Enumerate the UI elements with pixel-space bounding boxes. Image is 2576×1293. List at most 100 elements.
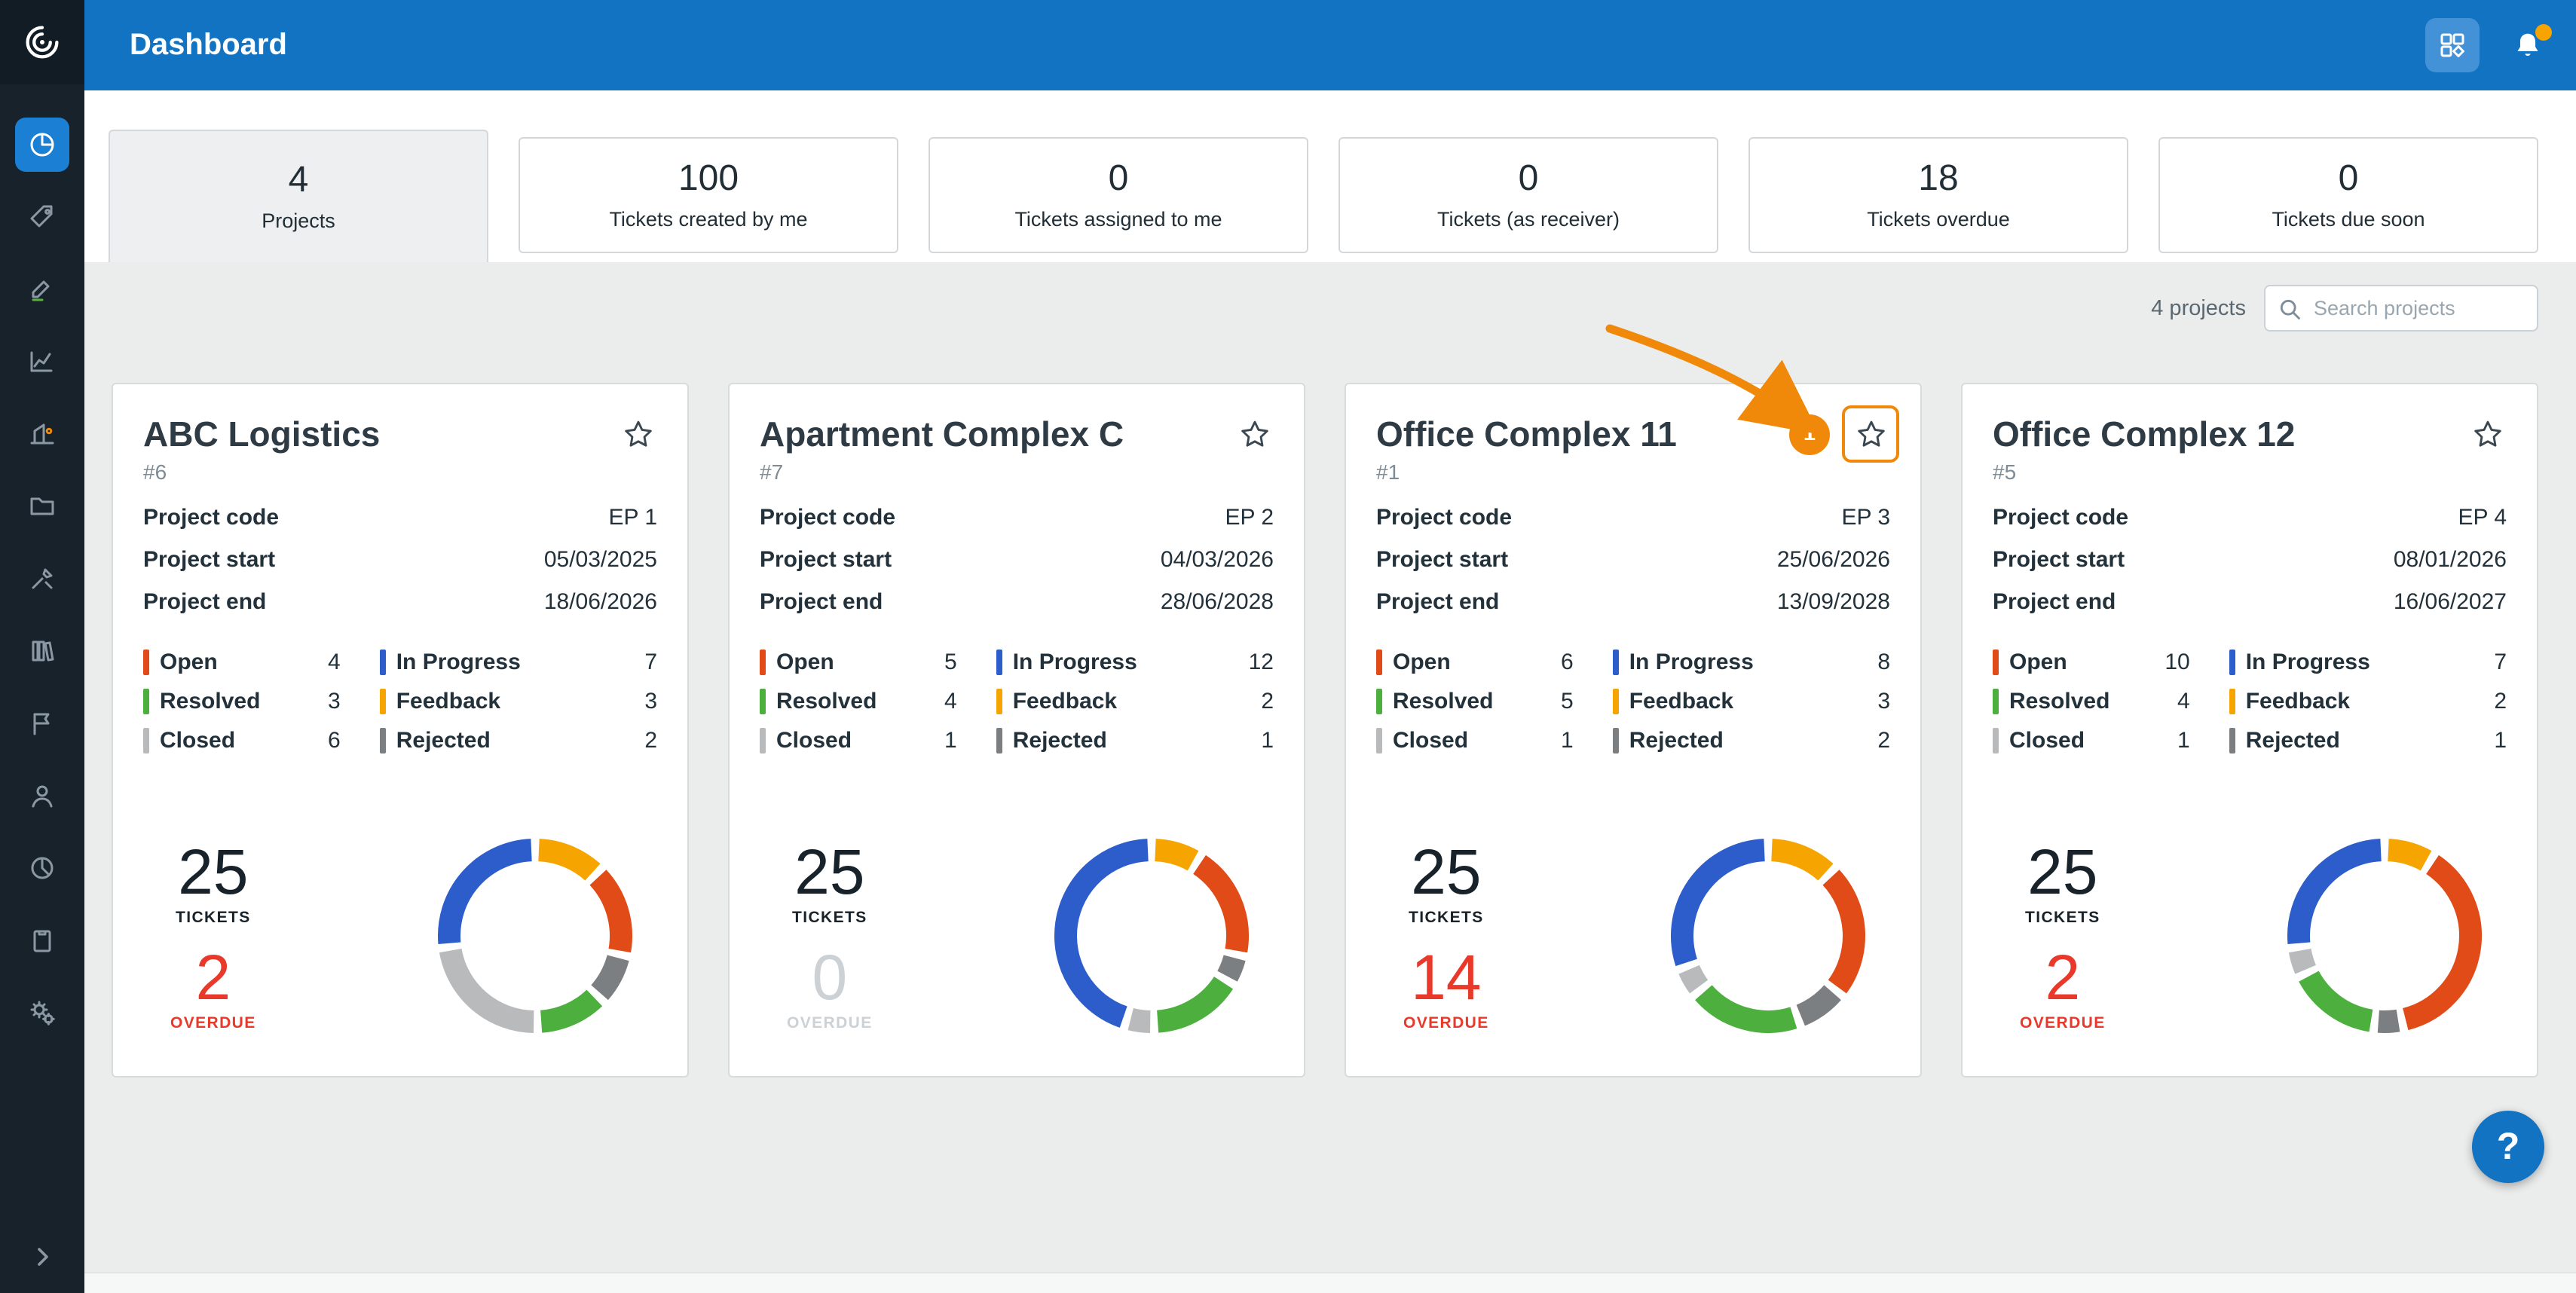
sidebar-item-tools[interactable]	[15, 552, 69, 606]
sidebar-item-equipment[interactable]	[15, 407, 69, 461]
tickets-donut-chart	[2272, 823, 2498, 1049]
sidebar-expand-button[interactable]	[27, 1242, 57, 1272]
status-grid: Open 10 Resolved 4 Closed 1 In Progress 7 Feedb…	[1993, 650, 2507, 767]
tickets-total: 25	[178, 836, 249, 907]
sidebar-item-settings[interactable]	[15, 986, 69, 1040]
library-icon	[32, 640, 54, 662]
sidebar-item-contacts[interactable]	[15, 769, 69, 823]
status-closed: Closed 1	[1376, 728, 1574, 753]
project-end-value: 28/06/2028	[1160, 589, 1274, 615]
project-title: ABC Logistics	[143, 414, 381, 454]
status-count: 1	[2494, 728, 2507, 753]
project-code-label: Project code	[1993, 505, 2129, 530]
status-label: In Progress	[2245, 650, 2370, 675]
project-card[interactable]: Apartment Complex C #7 Project code EP 2…	[728, 383, 1305, 1078]
star-icon	[2474, 420, 2501, 446]
tickets-label: TICKETS	[1409, 909, 1484, 927]
project-start-label: Project start	[143, 547, 276, 573]
tab-label: Tickets created by me	[609, 207, 808, 231]
status-color-bar	[379, 728, 386, 753]
status-column-right: In Progress 7 Feedback 3 Rejected 2	[379, 650, 657, 767]
totals-block: 25 TICKETS 2 OVERDUE	[170, 836, 256, 1033]
tab-tickets-created-by-me[interactable]: 100 Tickets created by me	[519, 137, 898, 253]
tickets-label: TICKETS	[2025, 909, 2100, 927]
status-color-bar	[2229, 689, 2235, 714]
sidebar-item-library[interactable]	[15, 624, 69, 678]
status-label: Open	[776, 650, 834, 675]
sidebar-item-tags[interactable]	[15, 190, 69, 244]
project-card[interactable]: Office Complex 11 #1 1 Project code EP 3…	[1345, 383, 1922, 1078]
status-label: In Progress	[1629, 650, 1754, 675]
status-column-right: In Progress 7 Feedback 2 Rejected 1	[2229, 650, 2507, 767]
project-id: #7	[760, 460, 784, 484]
project-meta: Project code EP 1 Project start 05/03/20…	[143, 505, 657, 631]
overdue-label: OVERDUE	[2020, 1014, 2106, 1033]
search-input[interactable]	[2311, 295, 2525, 321]
favorite-area	[1225, 405, 1283, 463]
project-card[interactable]: Office Complex 12 #5 Project code EP 4 P…	[1961, 383, 2538, 1078]
project-card[interactable]: ABC Logistics #6 Project code EP 1 Proje…	[112, 383, 689, 1078]
projects-toolbar: 4 projects	[2151, 285, 2538, 332]
overdue-label: OVERDUE	[1403, 1014, 1489, 1033]
overdue-label: OVERDUE	[787, 1014, 873, 1033]
sidebar-item-forms[interactable]	[15, 913, 69, 967]
tab-projects[interactable]: 4 Projects	[109, 130, 488, 262]
status-feedback: Feedback 2	[2229, 689, 2507, 714]
sidebar-item-tasks[interactable]	[15, 262, 69, 316]
card-summary: 25 TICKETS 0 OVERDUE	[760, 823, 1274, 1052]
search-icon	[2278, 296, 2302, 320]
favorite-star-button[interactable]	[609, 405, 666, 463]
sidebar-item-charts[interactable]	[15, 335, 69, 389]
status-in_progress: In Progress 7	[379, 650, 657, 675]
app-logo-icon	[0, 0, 84, 84]
project-id: #1	[1376, 460, 1400, 484]
status-color-bar	[1612, 728, 1619, 753]
horizontal-scrollbar[interactable]	[84, 1272, 2576, 1293]
tab-tickets-overdue[interactable]: 18 Tickets overdue	[1748, 137, 2128, 253]
tab-value: 100	[678, 158, 739, 200]
user-icon	[32, 785, 53, 808]
sidebar-item-reports[interactable]	[15, 696, 69, 750]
status-color-bar	[143, 689, 149, 714]
status-count: 3	[644, 689, 657, 714]
status-rejected: Rejected 2	[379, 728, 657, 753]
tab-tickets-assigned-to-me[interactable]: 0 Tickets assigned to me	[929, 137, 1308, 253]
status-count: 4	[328, 650, 341, 675]
tickets-total: 25	[1411, 836, 1482, 907]
sidebar-item-dashboard[interactable]	[15, 118, 69, 172]
status-count: 5	[944, 650, 957, 675]
help-button[interactable]: ?	[2472, 1111, 2544, 1183]
sidebar	[0, 0, 84, 1293]
project-title: Office Complex 12	[1993, 414, 2296, 454]
star-icon	[1857, 420, 1884, 446]
favorite-star-button[interactable]	[1842, 405, 1899, 463]
status-count: 2	[1877, 728, 1890, 753]
tickets-label: TICKETS	[792, 909, 867, 927]
header-actions	[2425, 18, 2552, 72]
notifications-button[interactable]	[2510, 24, 2552, 62]
apps-button[interactable]	[2425, 18, 2480, 72]
status-count: 1	[1261, 728, 1274, 753]
sidebar-item-documents[interactable]	[15, 479, 69, 533]
status-open: Open 4	[143, 650, 341, 675]
status-color-bar	[1376, 689, 1382, 714]
sidebar-item-analytics[interactable]	[15, 841, 69, 895]
status-color-bar	[996, 650, 1002, 675]
status-label: Rejected	[2245, 728, 2340, 753]
status-in_progress: In Progress 12	[996, 650, 1274, 675]
status-count: 7	[2494, 650, 2507, 675]
status-count: 2	[644, 728, 657, 753]
favorite-star-button[interactable]	[1225, 405, 1283, 463]
tab-tickets-as-receiver[interactable]: 0 Tickets (as receiver)	[1338, 137, 1718, 253]
project-meta: Project code EP 2 Project start 04/03/20…	[760, 505, 1274, 631]
status-color-bar	[143, 650, 149, 675]
settings-icon	[30, 1001, 55, 1026]
totals-block: 25 TICKETS 0 OVERDUE	[787, 839, 873, 1033]
status-color-bar	[996, 728, 1002, 753]
favorite-star-button[interactable]	[2458, 405, 2516, 463]
tab-tickets-due-soon[interactable]: 0 Tickets due soon	[2158, 137, 2538, 253]
search-box[interactable]	[2264, 285, 2538, 332]
star-icon	[624, 420, 651, 446]
analytics-icon	[31, 857, 54, 879]
project-code-label: Project code	[143, 505, 280, 530]
